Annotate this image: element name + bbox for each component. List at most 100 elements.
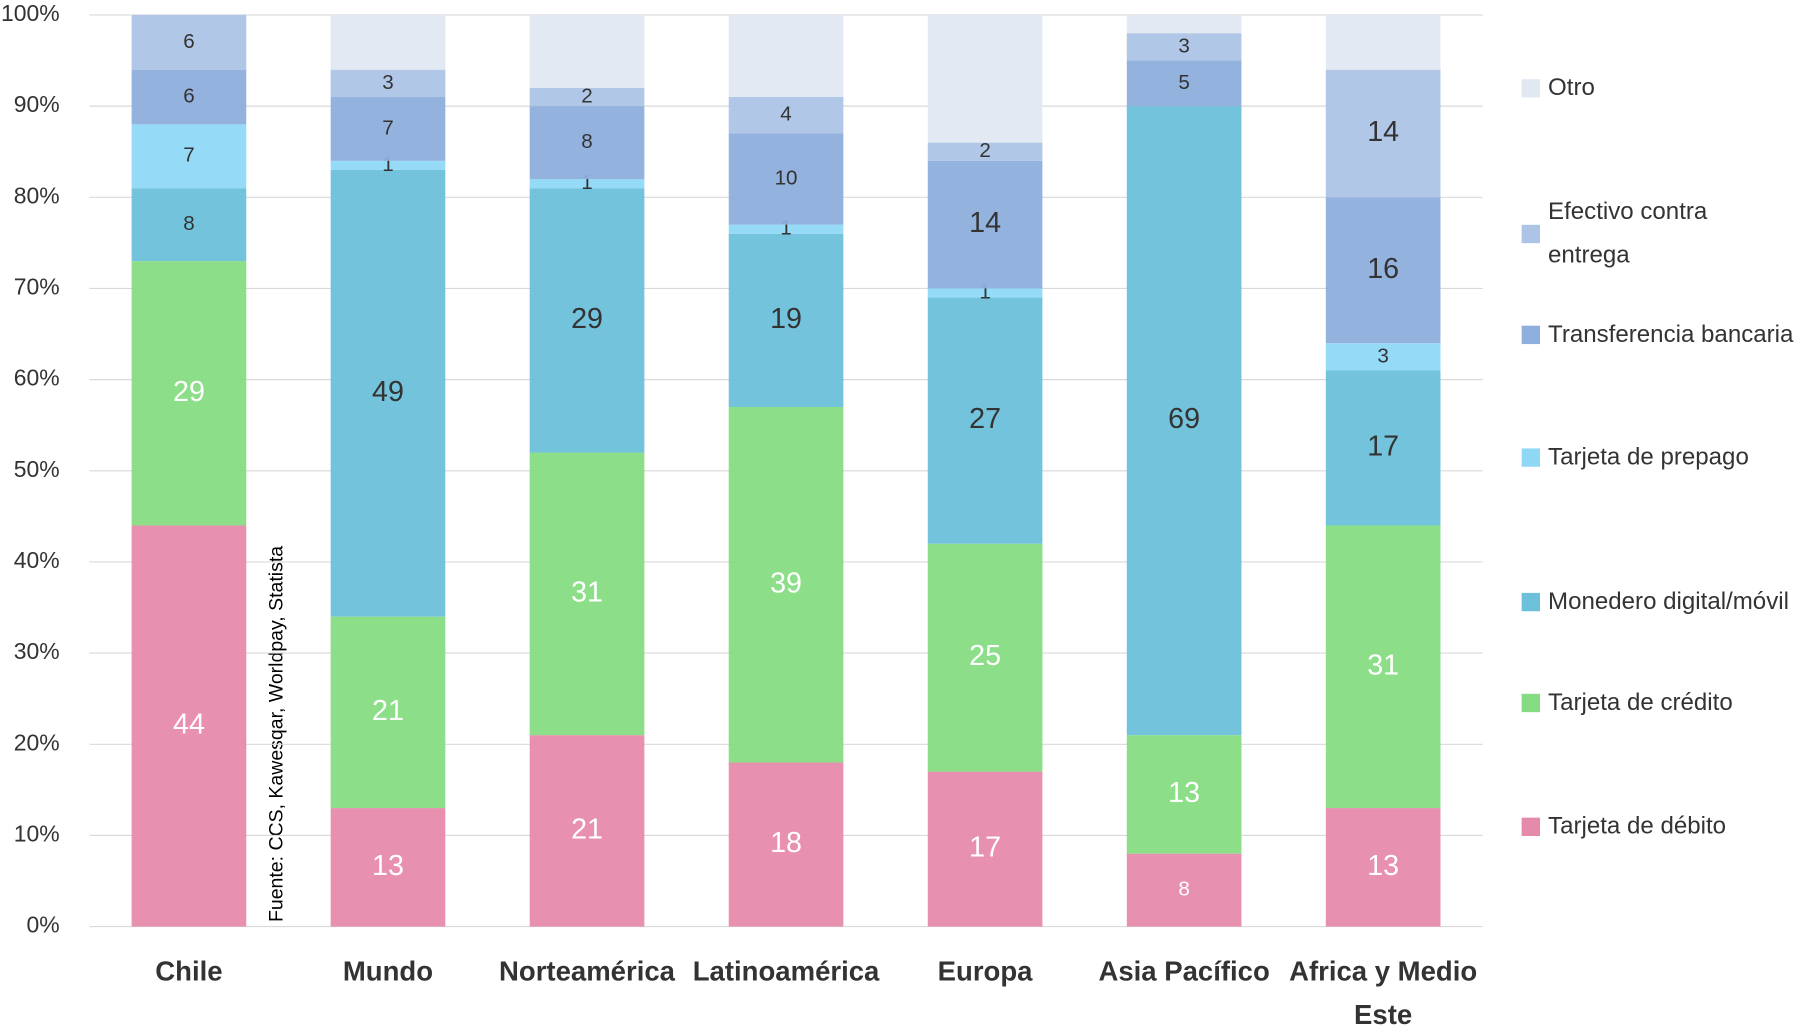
bar-segment xyxy=(131,525,247,927)
y-tick-label: 20% xyxy=(14,729,60,755)
data-label: 7 xyxy=(382,116,393,139)
x-tick-label: Latinoamérica xyxy=(692,956,880,988)
x-label-box: Africa y Medio Este xyxy=(1289,956,1477,1031)
legend-swatch xyxy=(1521,693,1540,713)
data-label: 6 xyxy=(183,84,194,107)
data-label: 1 xyxy=(382,153,393,176)
legend-label: Monedero digital/móvil xyxy=(1548,588,1789,615)
legend-box: Otro xyxy=(1548,74,1595,101)
data-label: 17 xyxy=(969,832,1001,864)
x-label-box: Chile xyxy=(155,956,222,987)
data-label: 8 xyxy=(581,130,592,153)
bar-segment xyxy=(728,14,844,98)
bar-segment xyxy=(330,616,446,809)
bar-segment xyxy=(1126,735,1242,854)
x-tick-label: Europa xyxy=(937,956,1033,988)
y-tick-label: 60% xyxy=(14,365,60,391)
data-label: 31 xyxy=(1367,649,1399,681)
bar-segment xyxy=(1325,14,1441,70)
legend-box: Tarjeta de crédito xyxy=(1548,689,1733,716)
bar-segment xyxy=(728,406,844,763)
bar-segment xyxy=(529,735,645,927)
legend-label: Transferencia bancaria xyxy=(1548,321,1794,348)
data-label: 3 xyxy=(1178,34,1189,57)
data-label: 25 xyxy=(969,640,1001,672)
data-label: 29 xyxy=(173,376,205,408)
legend-box: Tarjeta de prepago xyxy=(1548,443,1749,471)
data-label: 2 xyxy=(979,139,990,162)
legend-label: Tarjeta de débito xyxy=(1548,813,1727,840)
data-label: 2 xyxy=(581,84,592,107)
bar-segment xyxy=(927,160,1043,289)
y-tick-label: 0% xyxy=(26,912,59,938)
data-label: 16 xyxy=(1367,253,1399,285)
legend-swatch xyxy=(1521,592,1540,612)
y-tick-label: 80% xyxy=(14,182,60,208)
x-tick-label: Norteamérica xyxy=(499,956,675,988)
legend-box: Tarjeta de débito xyxy=(1548,813,1727,840)
bar-segment xyxy=(1126,853,1242,927)
y-tick-label: 100% xyxy=(1,0,60,26)
data-label: 27 xyxy=(969,403,1001,435)
data-label: 31 xyxy=(571,576,603,608)
bar-segment xyxy=(529,188,645,453)
data-label: 10 xyxy=(775,167,798,190)
y-tick-label: 30% xyxy=(14,638,60,664)
data-label: 8 xyxy=(1178,878,1189,901)
bar-segment xyxy=(330,169,446,617)
legend-box: Transferencia bancaria xyxy=(1548,321,1794,348)
x-tick-label: Asia Pacífico xyxy=(1098,956,1270,988)
data-label: 21 xyxy=(372,695,404,727)
bar-segment xyxy=(927,142,1043,161)
bar-segment xyxy=(927,297,1043,544)
bar-segment xyxy=(131,69,247,125)
data-label: 21 xyxy=(571,813,603,845)
bar-segment xyxy=(1126,33,1242,61)
data-label: 1 xyxy=(979,280,990,303)
bar-segment xyxy=(1126,106,1242,736)
data-label: 8 xyxy=(183,212,194,235)
data-label: 13 xyxy=(1168,777,1200,809)
bar-segment xyxy=(529,87,645,107)
data-label: 4 xyxy=(780,103,791,126)
bar-segment xyxy=(131,14,247,70)
bar-segment xyxy=(330,160,446,170)
bar-segment xyxy=(330,14,446,70)
bar-segment xyxy=(529,452,645,736)
data-label: 5 xyxy=(1178,71,1189,94)
bar-segment xyxy=(529,14,645,88)
x-label-box: Asia Pacífico xyxy=(1098,956,1270,988)
legend-label: Tarjeta de prepago xyxy=(1548,443,1749,471)
data-label: 44 xyxy=(173,709,205,741)
bar-segment xyxy=(927,14,1043,143)
legend-label: Efectivo contra entrega xyxy=(1548,198,1708,269)
y-tick-label: 90% xyxy=(14,91,60,117)
legend-swatch xyxy=(1521,448,1540,467)
y-tick-label: 10% xyxy=(14,820,60,846)
data-label: 13 xyxy=(1367,850,1399,882)
bar-segment xyxy=(529,106,645,180)
legend-swatch xyxy=(1521,325,1540,345)
x-label-box: Latinoamérica xyxy=(692,956,880,988)
data-label: 1 xyxy=(581,171,592,194)
legend-label: Tarjeta de crédito xyxy=(1548,689,1733,716)
x-label-box: Norteamérica xyxy=(499,956,675,988)
data-label: 19 xyxy=(770,303,802,335)
data-label: 69 xyxy=(1168,403,1200,435)
bar-segment xyxy=(131,124,247,189)
bar-segment xyxy=(1126,14,1242,34)
bar-segment xyxy=(1325,808,1441,927)
data-label: 1 xyxy=(780,217,791,240)
bar-segment xyxy=(728,233,844,407)
data-label: 3 xyxy=(1377,344,1388,367)
data-label: 14 xyxy=(969,207,1001,239)
bar-segment xyxy=(927,771,1043,927)
legend-swatch xyxy=(1521,817,1540,836)
legend-label: Otro xyxy=(1548,74,1595,101)
legend-swatch xyxy=(1521,224,1540,244)
legend-swatch xyxy=(1521,79,1540,98)
bar-segment xyxy=(131,188,247,262)
bar-segment xyxy=(1325,69,1441,198)
bar-segment xyxy=(330,808,446,927)
